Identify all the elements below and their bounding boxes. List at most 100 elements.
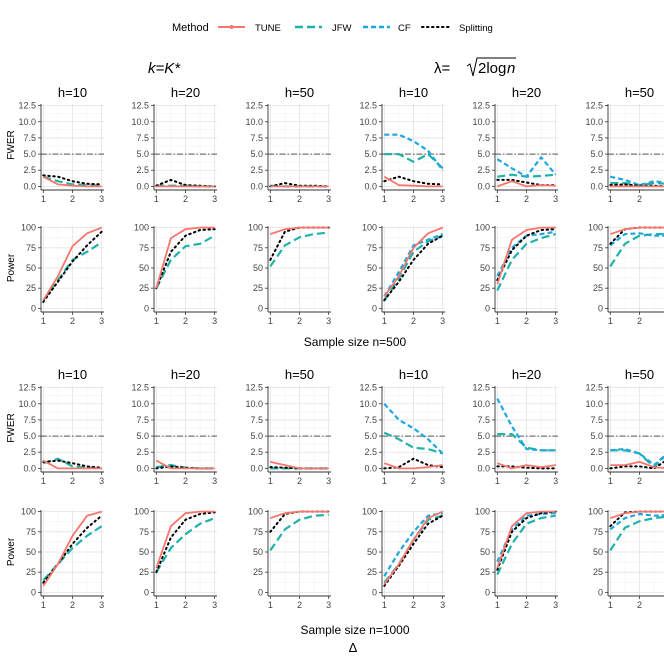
series-tune <box>42 226 103 301</box>
y-tick-label: 25 <box>593 283 603 293</box>
x-tick-label: 3 <box>326 476 331 486</box>
y-tick-label: 0 <box>144 303 149 313</box>
legend-label-splitting: Splitting <box>459 23 493 34</box>
y-tick-label: 2.5 <box>250 165 263 175</box>
panel-1000-power-4: 0 25 50 75 100 1 2 3 <box>475 507 558 610</box>
panel-500-fwer-1: 0.0 2.5 5.0 7.5 10.0 12.5 1 2 3 <box>131 101 217 204</box>
y-tick-label: 2.5 <box>364 165 377 175</box>
y-tick-label: 0.0 <box>477 181 490 191</box>
series-tune <box>610 510 664 519</box>
x-axis-title: Δ <box>349 640 358 655</box>
series-splitting <box>383 514 444 587</box>
panel-1000-power-1: 0 25 50 75 100 1 2 3 <box>134 507 217 610</box>
series-jfw <box>609 233 664 267</box>
y-tick-label: 50 <box>253 263 263 273</box>
x-tick-label: 1 <box>41 194 46 204</box>
y-tick-label: 50 <box>480 263 490 273</box>
y-tick-label: 5.0 <box>136 431 149 441</box>
series-tune <box>270 510 329 519</box>
y-tick-label: 100 <box>362 223 377 233</box>
y-tick-label: 2.5 <box>23 165 36 175</box>
y-tick-label: 7.5 <box>136 415 149 425</box>
series-splitting <box>155 511 216 574</box>
x-tick-label: 1 <box>268 476 273 486</box>
y-tick-label: 50 <box>367 547 377 557</box>
series-tune <box>496 226 556 285</box>
x-tick-label: 1 <box>495 194 500 204</box>
y-tick-label: 7.5 <box>590 133 603 143</box>
y-tick-label: 12.5 <box>245 101 263 111</box>
y-tick-label: 2.5 <box>136 165 149 175</box>
x-tick-label: 3 <box>553 194 558 204</box>
y-tick-label: 100 <box>475 507 490 517</box>
x-tick-label: 2 <box>637 194 642 204</box>
x-tick-label: 2 <box>297 476 302 486</box>
y-tick-label: 25 <box>26 283 36 293</box>
facet-title-500-4: h=20 <box>512 85 541 100</box>
section-title-500: Sample size n=500 <box>304 335 407 349</box>
legend-item-cf: CF <box>363 23 411 34</box>
y-tick-label: 5.0 <box>250 431 263 441</box>
x-tick-label: 3 <box>553 316 558 326</box>
facet-title-500-2: h=50 <box>285 85 314 100</box>
series-tune <box>496 510 556 569</box>
y-tick-label: 0.0 <box>136 181 149 191</box>
y-tick-label: 0.0 <box>23 181 36 191</box>
y-tick-label: 5.0 <box>364 149 377 159</box>
series-cf <box>496 398 556 452</box>
series-jfw <box>42 241 103 301</box>
x-tick-label: 2 <box>524 600 529 610</box>
y-tick-label: 0 <box>598 587 603 597</box>
x-tick-label: 3 <box>326 194 331 204</box>
x-tick-label: 3 <box>99 316 104 326</box>
series-jfw <box>155 234 216 289</box>
y-tick-label: 7.5 <box>23 415 36 425</box>
series-splitting <box>42 174 103 186</box>
x-tick-label: 1 <box>382 316 387 326</box>
y-tick-label: 2.5 <box>23 447 36 457</box>
x-tick-label: 1 <box>154 316 159 326</box>
panel-500-power-1: 0 25 50 75 100 1 2 3 <box>134 223 217 326</box>
y-tick-label: 100 <box>248 223 263 233</box>
section-title-1000: Sample size n=1000 <box>300 623 409 637</box>
y-tick-label: 12.5 <box>18 101 36 111</box>
y-tick-label: 25 <box>367 567 377 577</box>
x-tick-label: 3 <box>99 600 104 610</box>
y-tick-label: 100 <box>134 507 149 517</box>
y-tick-label: 10.0 <box>472 117 490 127</box>
y-tick-label: 10.0 <box>585 117 603 127</box>
series-tune <box>383 510 444 585</box>
legend-item-tune: TUNE <box>218 23 281 34</box>
series-tune <box>610 226 664 235</box>
series-jfw <box>269 513 329 552</box>
x-tick-label: 3 <box>212 194 217 204</box>
y-tick-label: 7.5 <box>250 133 263 143</box>
y-tick-label: 100 <box>588 507 603 517</box>
y-tick-label: 25 <box>593 567 603 577</box>
facet-title-500-0: h=10 <box>58 85 87 100</box>
series-cf <box>610 175 664 187</box>
facet-title-1000-2: h=50 <box>285 367 314 382</box>
x-tick-label: 1 <box>154 194 159 204</box>
y-tick-label: 2.5 <box>477 447 490 457</box>
x-tick-label: 2 <box>411 600 416 610</box>
panel-500-power-2: 0 25 50 75 100 1 2 3 <box>248 223 331 326</box>
y-tick-label: 5.0 <box>590 431 603 441</box>
panel-1000-fwer-1: 0.0 2.5 5.0 7.5 10.0 12.5 1 2 3 <box>131 383 217 486</box>
y-tick-label: 75 <box>593 527 603 537</box>
row-label-power-1000: Power <box>6 537 17 566</box>
y-tick-label: 50 <box>26 263 36 273</box>
series-jfw <box>42 175 102 187</box>
x-tick-label: 3 <box>326 316 331 326</box>
x-tick-label: 1 <box>268 194 273 204</box>
y-tick-label: 12.5 <box>18 383 36 393</box>
series-splitting <box>496 510 557 571</box>
y-tick-label: 75 <box>26 527 36 537</box>
x-tick-label: 2 <box>183 194 188 204</box>
x-tick-label: 2 <box>183 476 188 486</box>
row-label-fwer-1000: FWER <box>6 413 17 442</box>
x-tick-label: 2 <box>70 194 75 204</box>
y-tick-label: 5.0 <box>136 149 149 159</box>
panel-1000-power-3: 0 25 50 75 100 1 2 3 <box>362 507 445 610</box>
y-tick-label: 0.0 <box>364 463 377 473</box>
